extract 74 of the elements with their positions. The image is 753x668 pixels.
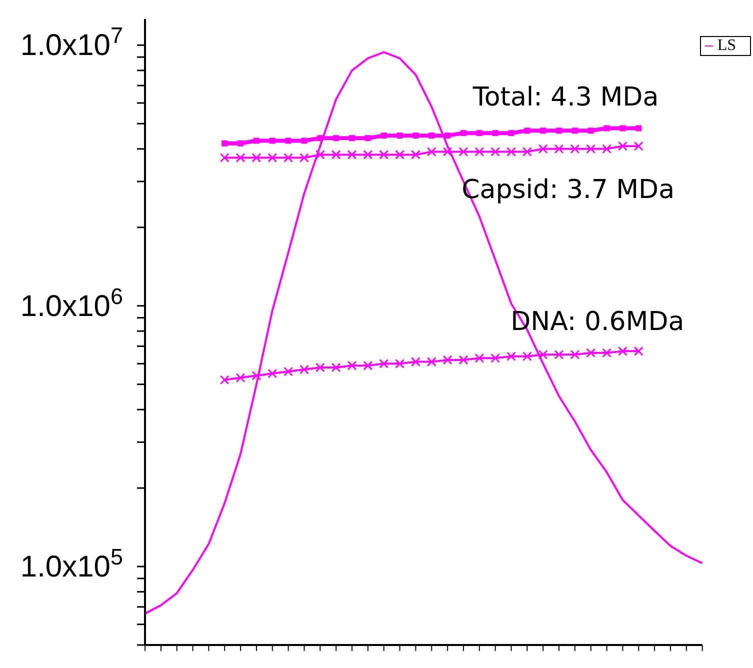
point (442, 355, 452, 365)
point (284, 152, 294, 162)
point (363, 360, 373, 370)
y-tick-label: 1.0x10$^{6}$ (20, 283, 123, 323)
point (460, 130, 466, 136)
point (410, 357, 420, 367)
point (490, 353, 500, 363)
point (299, 152, 309, 162)
point (426, 357, 436, 367)
point (299, 364, 309, 374)
point (602, 348, 612, 358)
point (331, 150, 341, 160)
point (524, 128, 530, 134)
point (634, 346, 644, 356)
point (220, 375, 230, 385)
point (347, 150, 357, 160)
point (586, 144, 596, 154)
point (570, 350, 580, 360)
point (506, 352, 516, 362)
point (522, 352, 532, 362)
point (490, 147, 500, 157)
point (363, 150, 373, 160)
point (317, 135, 324, 142)
point (588, 128, 594, 134)
point (331, 362, 341, 372)
point (379, 358, 389, 368)
point (347, 360, 357, 370)
point (458, 147, 468, 157)
point (252, 370, 262, 380)
point (602, 144, 612, 154)
point (506, 147, 516, 157)
point (238, 140, 244, 146)
point (634, 141, 644, 151)
point (315, 150, 325, 160)
point (364, 135, 371, 142)
point (284, 366, 294, 376)
y-tick-label: 1.0x10$^{7}$ (20, 22, 123, 62)
point (236, 152, 246, 162)
point (586, 348, 596, 358)
point (618, 141, 628, 151)
point (474, 147, 484, 157)
point (236, 372, 246, 382)
point (538, 350, 548, 360)
point (444, 132, 451, 139)
point (458, 355, 468, 365)
point (442, 147, 452, 157)
point (508, 130, 514, 136)
line-series (144, 51, 704, 615)
point (522, 147, 532, 157)
point (301, 138, 308, 144)
point (268, 368, 278, 378)
point (474, 353, 484, 363)
point (554, 350, 564, 360)
point (253, 138, 260, 144)
point (570, 144, 580, 154)
legend-label: LS (717, 37, 736, 54)
point (410, 150, 420, 160)
point (222, 140, 228, 146)
point (538, 144, 548, 154)
point (554, 144, 564, 154)
point (220, 152, 230, 162)
point (252, 152, 262, 162)
annotation: Total: 4.3 MDa (472, 82, 659, 112)
point (380, 132, 387, 139)
y-tick-label: 1.0x10$^{5}$ (20, 544, 123, 584)
point (395, 150, 405, 160)
point (315, 362, 325, 372)
point (379, 150, 389, 160)
point (604, 125, 610, 132)
point (426, 147, 436, 157)
point (618, 346, 628, 356)
point (636, 125, 642, 132)
point (268, 152, 278, 162)
point (395, 358, 405, 368)
